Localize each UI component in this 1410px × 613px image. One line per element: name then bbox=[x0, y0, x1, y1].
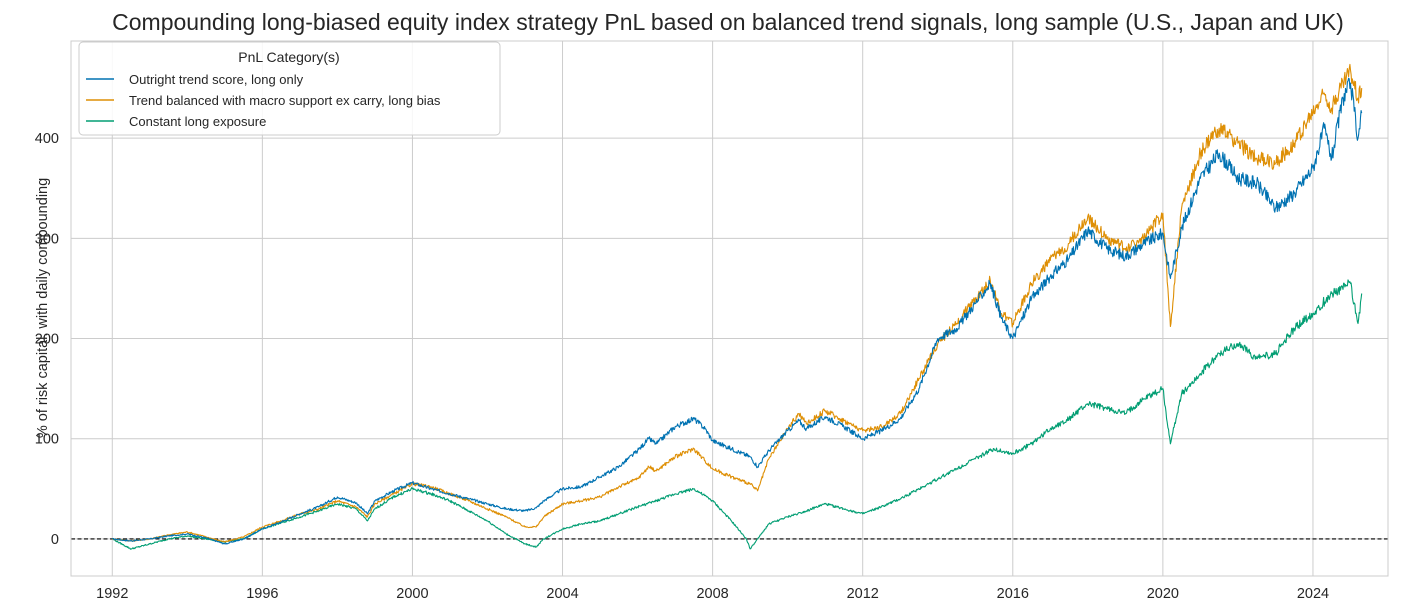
series-lines bbox=[111, 63, 1363, 550]
x-tick-label: 2024 bbox=[1297, 586, 1329, 602]
gridlines bbox=[71, 41, 1388, 576]
legend-items: Outright trend score, long only Trend bal… bbox=[86, 72, 441, 129]
x-tick-label: 1996 bbox=[246, 586, 278, 602]
plot-frame bbox=[70, 40, 1389, 577]
y-axis-ticks: 0 100 200 300 400 bbox=[35, 131, 59, 548]
legend-title: PnL Category(s) bbox=[238, 49, 339, 65]
chart-title: Compounding long-biased equity index str… bbox=[112, 9, 1344, 35]
x-tick-label: 2020 bbox=[1147, 586, 1179, 602]
series-line-0 bbox=[111, 77, 1363, 545]
y-tick-label: 300 bbox=[35, 231, 59, 247]
legend-entry-label: Trend balanced with macro support ex car… bbox=[129, 93, 441, 108]
series-line-1 bbox=[111, 63, 1363, 543]
x-tick-label: 2012 bbox=[847, 586, 879, 602]
legend: PnL Category(s) Outright trend score, lo… bbox=[78, 41, 501, 136]
y-tick-label: 100 bbox=[35, 432, 59, 448]
legend-entry-label: Outright trend score, long only bbox=[129, 72, 304, 87]
x-tick-label: 2004 bbox=[546, 586, 578, 602]
legend-entry-label: Constant long exposure bbox=[129, 114, 266, 129]
y-tick-label: 0 bbox=[51, 532, 59, 548]
x-tick-label: 2008 bbox=[696, 586, 728, 602]
x-tick-label: 2016 bbox=[997, 586, 1029, 602]
y-tick-label: 200 bbox=[35, 332, 59, 348]
x-tick-label: 2000 bbox=[396, 586, 428, 602]
series-line-2 bbox=[111, 279, 1363, 550]
y-tick-label: 400 bbox=[35, 131, 59, 147]
x-axis-ticks: 1992 1996 2000 2004 2008 2012 2016 2020 2024 bbox=[96, 586, 1329, 602]
y-axis-label: % of risk capital, with daily compoundin… bbox=[35, 178, 51, 438]
x-tick-label: 1992 bbox=[96, 586, 128, 602]
legend-frame bbox=[78, 41, 501, 136]
